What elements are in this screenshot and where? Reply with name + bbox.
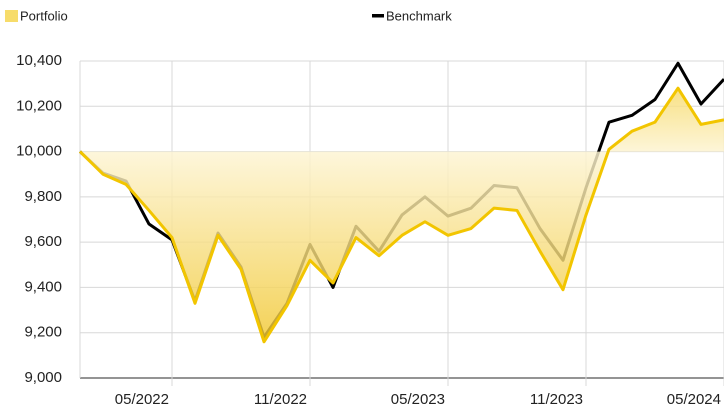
- y-tick-label: 10,400: [16, 52, 62, 69]
- y-tick-label: 9,800: [24, 188, 62, 205]
- y-tick-label: 10,200: [16, 97, 62, 114]
- line: [78, 86, 724, 344]
- y-tick-label: 9,400: [24, 278, 62, 295]
- x-tick-label: 05/2023: [391, 391, 445, 408]
- labels: 9,000 9,200 9,400 9,600 9,800 10,000 10,200 10,…: [5, 8, 721, 408]
- legend-label: Benchmark: [386, 8, 452, 23]
- legend-label: Portfolio: [20, 8, 68, 23]
- x-tick-label: 11/2022: [254, 391, 307, 408]
- area: [80, 88, 724, 342]
- y-tick-label: 9,200: [24, 324, 62, 341]
- legend-swatch: [372, 14, 384, 18]
- x-tick-label: 05/2024: [667, 391, 721, 408]
- y-tick-label: 9,600: [24, 233, 62, 250]
- marks: [78, 61, 724, 344]
- y-tick-label: 9,000: [24, 369, 62, 386]
- y-tick-label: 10,000: [16, 143, 62, 160]
- legend-swatch: [5, 10, 18, 22]
- x-tick-label: 11/2023: [530, 391, 583, 408]
- x-tick-label: 05/2022: [115, 391, 169, 408]
